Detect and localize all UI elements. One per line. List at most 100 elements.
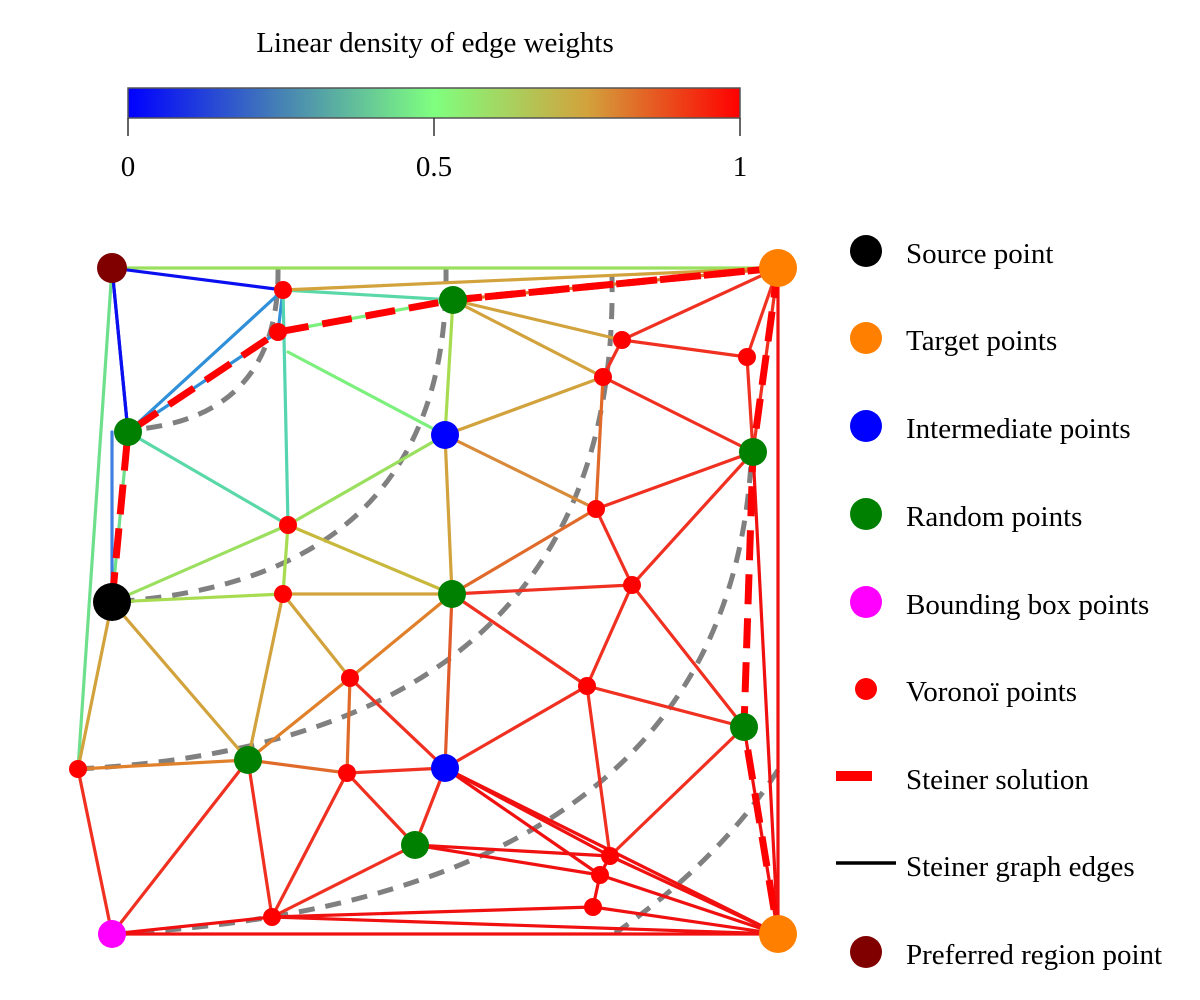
graph-edge: [443, 766, 602, 877]
graph-edge: [443, 433, 454, 596]
graph-edge: [413, 843, 602, 877]
graph-edge: [443, 433, 598, 511]
isoline-3: [77, 275, 615, 772]
graph-edge: [594, 375, 605, 511]
graph-edge: [620, 338, 749, 359]
voronoi-point: [587, 500, 605, 518]
graph-edge: [413, 843, 612, 858]
colorbar: Linear density of edge weights 0 0.5 1: [121, 27, 748, 183]
graph-edge: [608, 725, 746, 858]
voronoi-point: [338, 764, 356, 782]
graph-edge: [270, 771, 349, 919]
steiner-solution-path: [740, 267, 782, 935]
random-point: [438, 580, 466, 608]
graph-edge: [110, 266, 285, 292]
graph-edge: [751, 450, 780, 936]
colorbar-ticks: [127, 118, 741, 136]
legend-symbol: [850, 235, 882, 267]
intermediate-point: [431, 421, 459, 449]
legend-item-preferred: Preferred region point: [850, 936, 1162, 971]
nodes: [69, 249, 797, 953]
graph-edge: [443, 592, 454, 770]
voronoi-point: [578, 677, 596, 695]
steiner-solution-path: [452, 264, 779, 304]
graph-edge: [345, 676, 352, 775]
graph-edge: [270, 915, 780, 936]
graph-edge: [443, 298, 455, 437]
random-point: [739, 438, 767, 466]
graph-edge: [630, 583, 746, 729]
graph-edge: [110, 592, 285, 604]
colorbar-tick-label-05: 0.5: [416, 151, 452, 183]
graph-edge: [76, 266, 114, 771]
legend-symbol: [855, 678, 877, 700]
graph-edges: [76, 266, 780, 936]
random-point: [401, 831, 429, 859]
target-point: [759, 915, 797, 953]
graph-edge: [110, 600, 250, 762]
legend-label: Steiner solution: [906, 764, 1089, 796]
graph: [69, 249, 797, 953]
voronoi-point: [274, 585, 292, 603]
graph-edge: [246, 758, 274, 919]
graph-edge: [110, 915, 274, 936]
random-point: [114, 418, 142, 446]
voronoi-point: [623, 576, 641, 594]
graph-edge: [608, 854, 780, 936]
graph-edge: [451, 298, 624, 342]
isoline-1: [127, 267, 281, 433]
graph-edge: [443, 375, 605, 437]
graph-edge: [585, 684, 746, 729]
graph-edge: [286, 433, 447, 527]
colorbar-tick-label-1: 1: [733, 151, 748, 183]
voronoi-point: [69, 760, 87, 778]
voronoi-point: [738, 348, 756, 366]
graph-edge: [594, 507, 634, 587]
intermediate-point: [431, 754, 459, 782]
graph-edge: [585, 684, 612, 858]
legend-symbol: [850, 322, 882, 354]
voronoi-point: [263, 908, 281, 926]
steiner-solution-path: [108, 264, 779, 603]
steiner-solution: [108, 264, 782, 935]
graph-edge: [450, 507, 598, 596]
graph-edge: [345, 771, 417, 847]
graph-edge: [348, 592, 454, 680]
graph-edge: [630, 450, 755, 587]
legend-item-random: Random points: [850, 498, 1082, 533]
bounding-box-point: [98, 920, 126, 948]
random-point: [730, 713, 758, 741]
voronoi-point: [613, 331, 631, 349]
graph-edge: [270, 843, 417, 919]
graph-edge: [598, 873, 780, 936]
graph-edge: [281, 523, 290, 596]
graph-edge: [286, 350, 447, 437]
voronoi-point: [341, 669, 359, 687]
graph-edge: [270, 905, 595, 919]
graph-edge: [246, 758, 349, 775]
voronoi-point: [591, 866, 609, 884]
colorbar-gradient: [127, 87, 741, 119]
legend-item-source: Source point: [850, 235, 1053, 270]
colorbar-tick-label-0: 0: [121, 151, 136, 183]
preferred-region-point: [97, 253, 127, 283]
graph-edge: [76, 758, 250, 771]
graph-edge: [591, 905, 780, 936]
isoline-2: [111, 267, 449, 605]
isolines: [77, 267, 781, 937]
legend-label: Target points: [906, 325, 1057, 357]
graph-edge: [110, 758, 250, 936]
graph-edge: [246, 676, 352, 762]
graph-edge: [443, 684, 589, 770]
graph-edge: [286, 523, 454, 596]
graph-edge: [281, 266, 780, 292]
graph-edge: [450, 592, 589, 688]
graph-edge: [601, 375, 755, 454]
graph-edge: [345, 766, 447, 775]
target-point: [759, 249, 797, 287]
legend-symbol: [850, 936, 882, 968]
graph-edge: [348, 676, 447, 770]
legend-item-bbox: Bounding box points: [850, 586, 1149, 621]
graph-edge: [110, 266, 130, 434]
